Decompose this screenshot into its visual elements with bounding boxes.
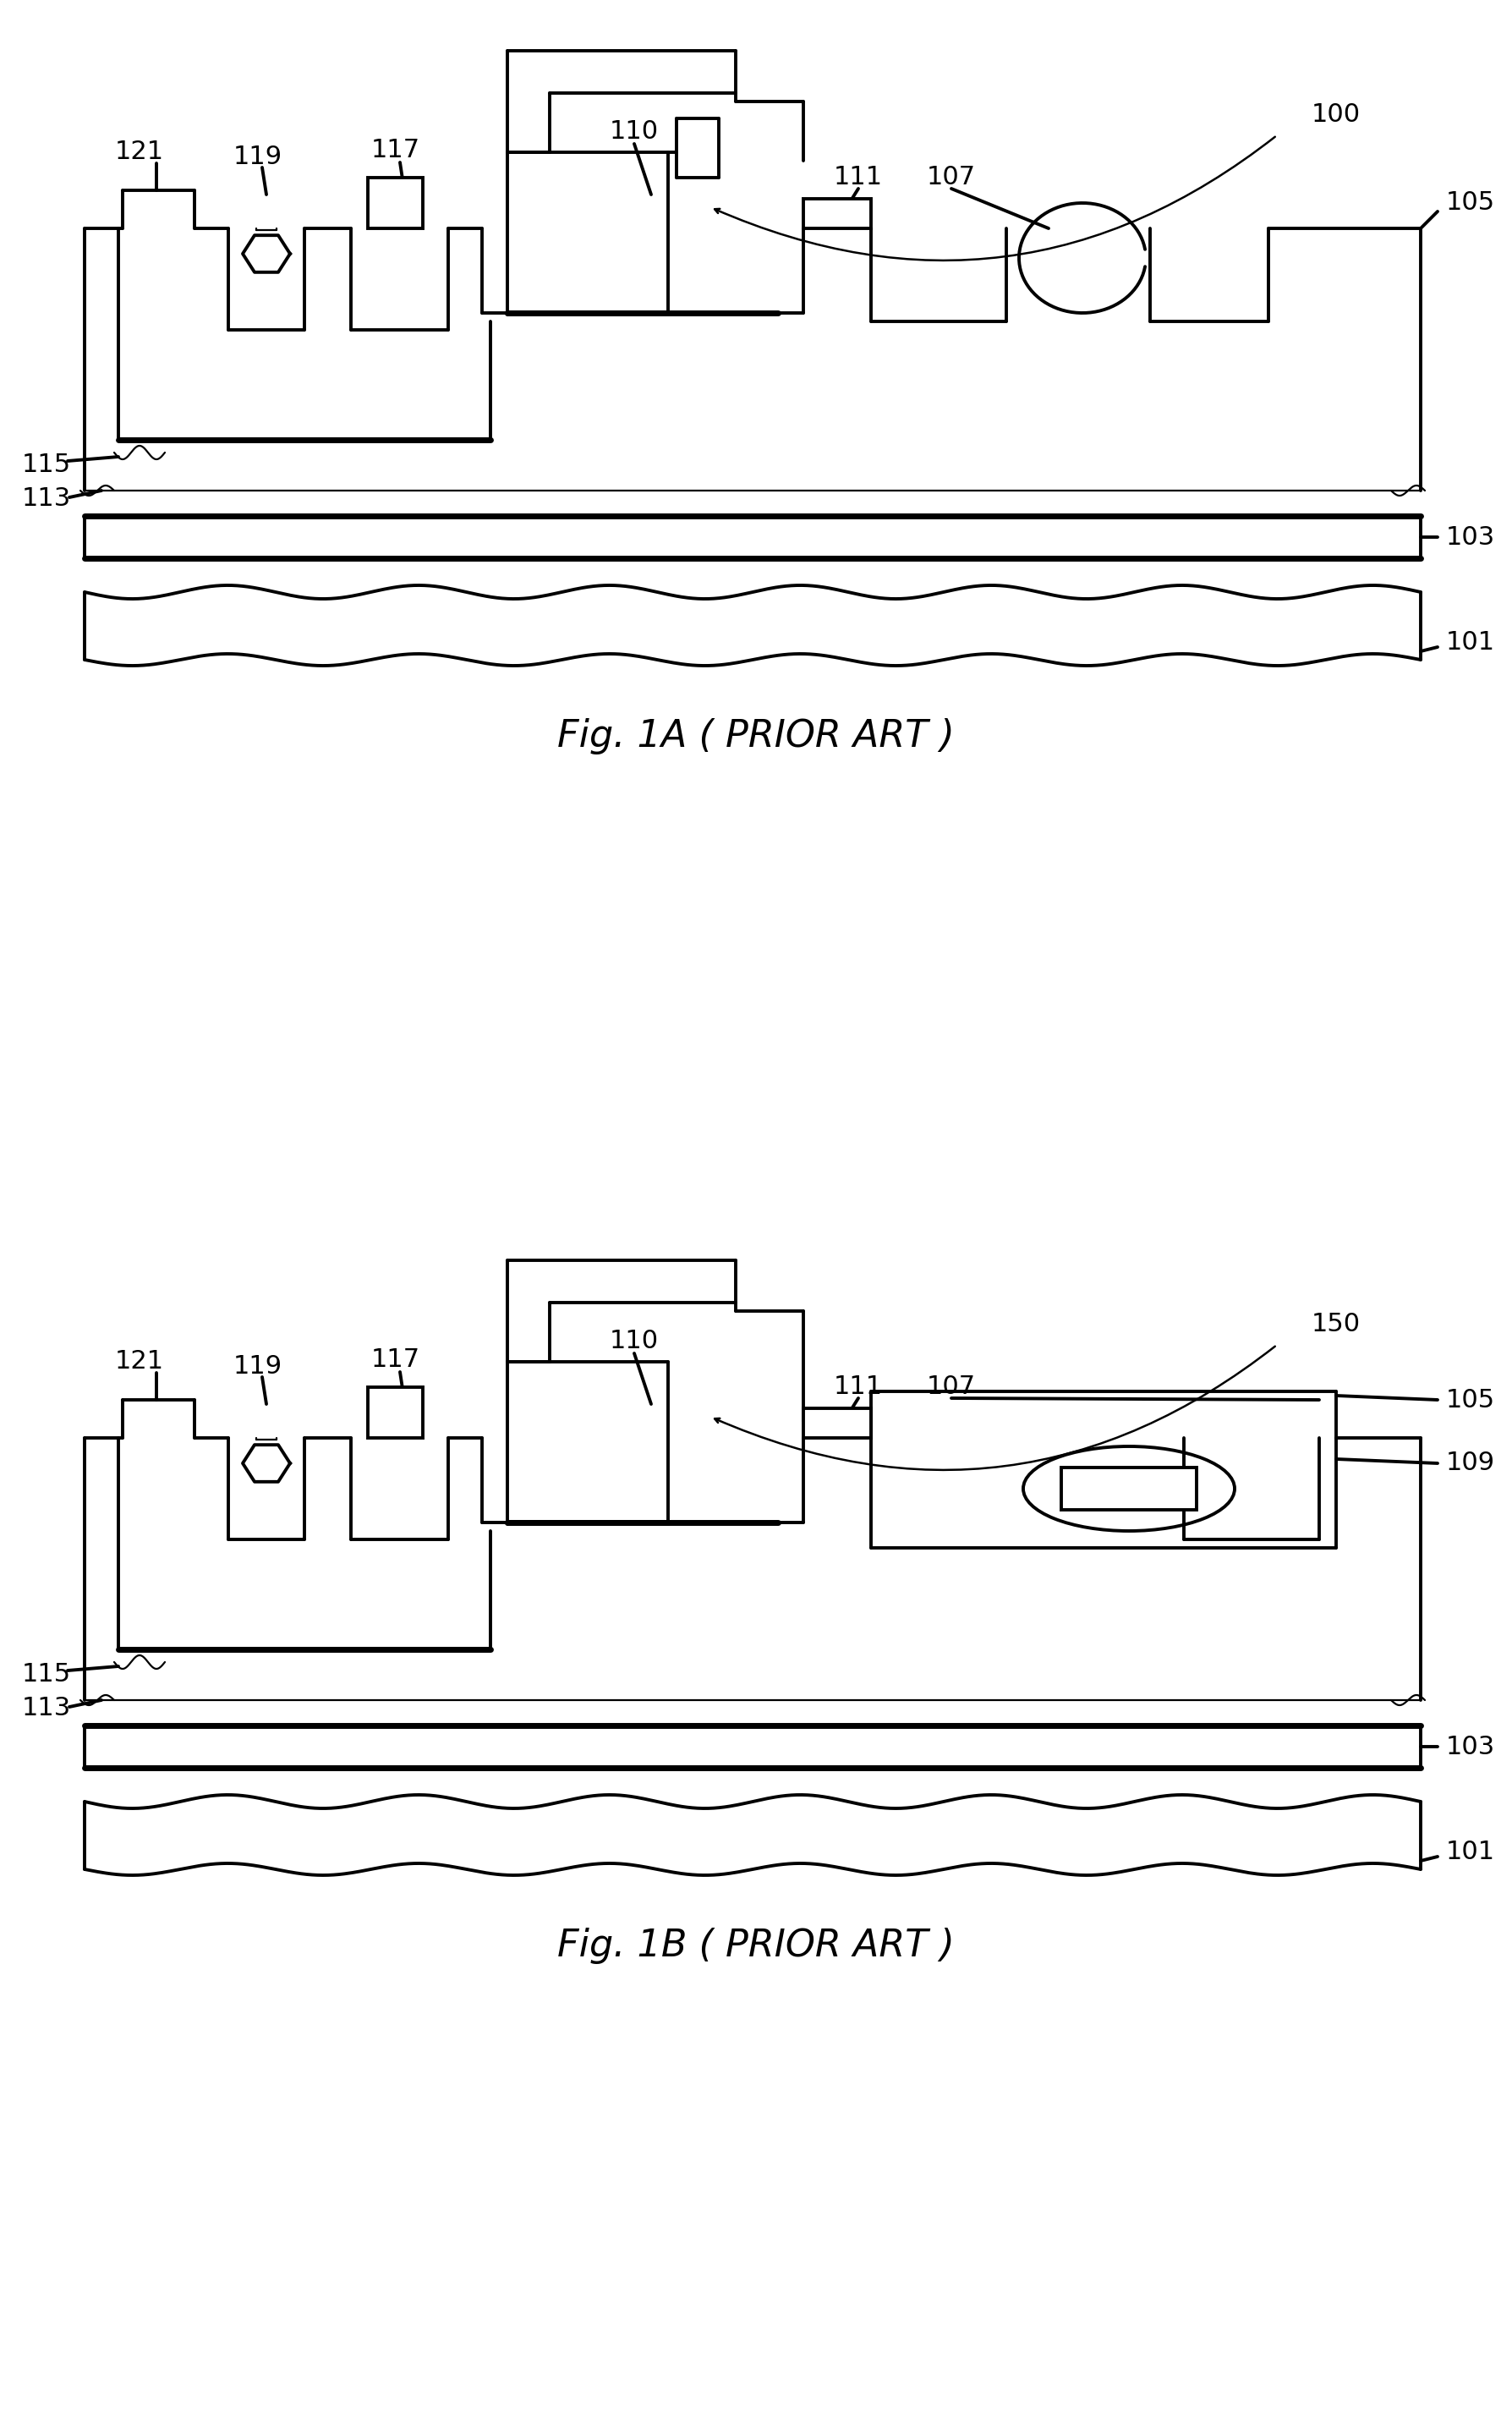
Text: 119: 119 [233, 1354, 283, 1378]
Text: 111: 111 [833, 167, 883, 191]
Text: 121: 121 [115, 1349, 165, 1374]
Text: 113: 113 [21, 488, 71, 512]
Text: 105: 105 [1445, 191, 1495, 215]
Bar [803, 1407, 871, 1439]
Text: 111: 111 [833, 1376, 883, 1400]
Text: 119: 119 [233, 145, 283, 169]
Text: 117: 117 [370, 1347, 420, 1374]
Text: 103: 103 [1445, 524, 1495, 550]
Bar [367, 179, 423, 229]
Text: Fig. 1A ( PRIOR ART ): Fig. 1A ( PRIOR ART ) [558, 717, 954, 753]
Text: 107: 107 [927, 167, 975, 191]
Text: 105: 105 [1445, 1388, 1495, 1412]
Text: 109: 109 [1445, 1451, 1495, 1475]
Text: Fig. 1B ( PRIOR ART ): Fig. 1B ( PRIOR ART ) [558, 1926, 954, 1963]
Text: 103: 103 [1445, 1733, 1495, 1760]
Text: 110: 110 [609, 118, 659, 142]
Bar [367, 1388, 423, 1439]
Text: 113: 113 [21, 1697, 71, 1721]
Text: 115: 115 [23, 1663, 71, 1687]
Bar [803, 198, 871, 229]
Bar [1061, 1468, 1196, 1509]
Text: 101: 101 [1445, 1839, 1495, 1864]
Text: 110: 110 [609, 1328, 659, 1352]
Text: 115: 115 [23, 454, 71, 478]
Text: 121: 121 [115, 140, 165, 164]
Text: 107: 107 [927, 1376, 975, 1400]
Text: 117: 117 [370, 138, 420, 162]
Text: 150: 150 [1311, 1311, 1361, 1335]
Text: 100: 100 [1311, 101, 1361, 126]
Text: 101: 101 [1445, 630, 1495, 654]
